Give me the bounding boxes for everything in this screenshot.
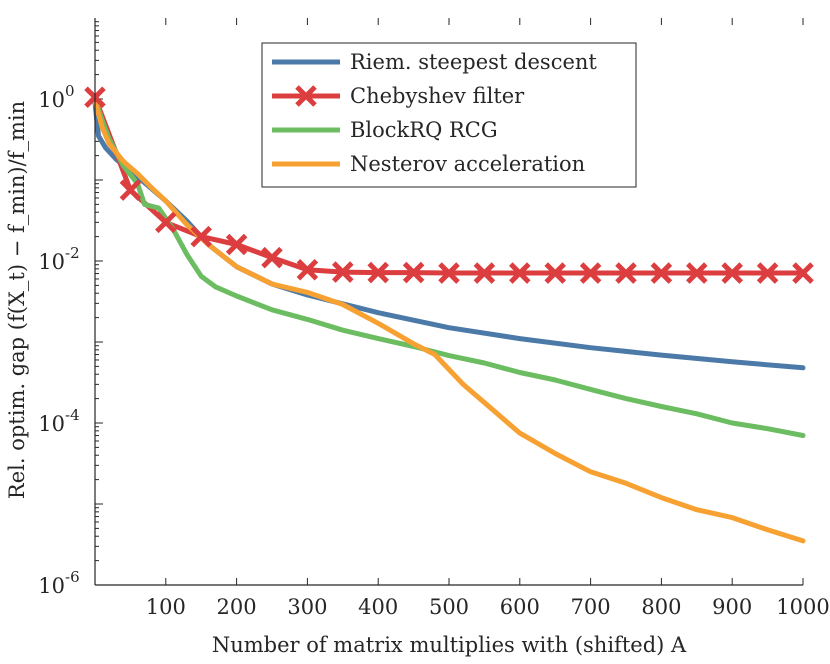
chebyshev-marker (686, 262, 708, 284)
chebyshev-marker (225, 233, 248, 256)
y-tick-label: 10 (38, 88, 65, 112)
y-axis-label: Rel. optim. gap (f(X_t) − f_min)/f_min (5, 101, 29, 499)
chebyshev-marker (438, 262, 460, 284)
y-tick-exponent: -6 (65, 568, 80, 586)
chebyshev-marker (332, 261, 354, 283)
x-axis-label: Number of matrix multiplies with (shifte… (212, 633, 687, 657)
y-tick-label: 10 (38, 250, 65, 274)
chebyshev-marker (473, 262, 496, 284)
chebyshev-marker (579, 262, 602, 284)
chebyshev-marker (544, 262, 566, 284)
series-line-2 (92, 96, 806, 438)
chebyshev-marker (615, 262, 637, 284)
x-tick-labels: 100 200 300 400 500 600 700 800 900 1000 (146, 595, 830, 619)
y-tick-exponent: 0 (65, 82, 75, 100)
chebyshev-marker (721, 262, 743, 284)
x-tick-label: 800 (641, 595, 681, 619)
series-line-3 (92, 98, 806, 544)
x-tick-label: 1000 (776, 595, 829, 619)
x-tick-label: 400 (358, 595, 398, 619)
legend: Riem. steepest descent Chebyshev filter Bl… (261, 42, 637, 188)
x-tick-label: 700 (571, 595, 611, 619)
chebyshev-marker (509, 262, 531, 284)
y-tick-exponent: -2 (65, 244, 80, 262)
y-tick-exponent: -4 (65, 406, 80, 424)
legend-label: Riem. steepest descent (350, 50, 597, 74)
x-tick-label: 100 (146, 595, 186, 619)
legend-label: Chebyshev filter (350, 84, 525, 108)
chebyshev-marker (756, 262, 779, 284)
x-tick-label: 300 (287, 595, 327, 619)
chebyshev-marker (650, 262, 673, 284)
chebyshev-marker (155, 211, 177, 234)
chebyshev-marker (190, 225, 212, 248)
x-tick-label: 600 (500, 595, 540, 619)
legend-label: Nesterov acceleration (350, 152, 585, 176)
x-tick-label: 200 (217, 595, 257, 619)
legend-marker (295, 85, 317, 107)
chebyshev-marker (261, 246, 283, 269)
chebyshev-marker (296, 258, 319, 281)
chebyshev-marker (119, 179, 142, 201)
chebyshev-marker (792, 262, 814, 284)
series-markers (84, 86, 814, 284)
x-tick-label: 900 (712, 595, 752, 619)
chebyshev-marker (367, 261, 389, 284)
y-tick-label: 10 (38, 412, 65, 436)
legend-label: BlockRQ RCG (350, 118, 498, 142)
chebyshev-marker (402, 261, 425, 284)
y-tick-label: 10 (38, 574, 65, 598)
x-tick-label: 500 (429, 595, 469, 619)
